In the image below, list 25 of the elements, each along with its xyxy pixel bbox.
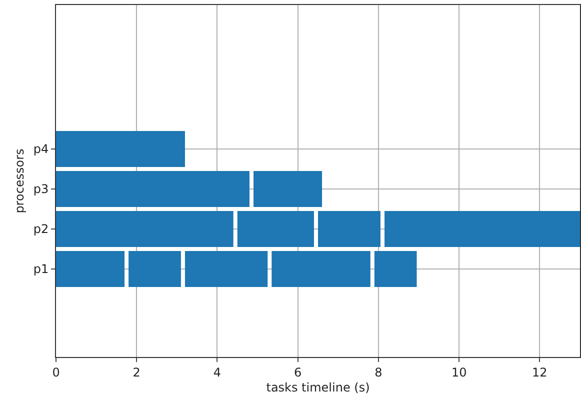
bar [56,171,250,207]
x-axis-title: tasks timeline (s) [266,380,370,394]
x-tick-label: 10 [451,365,467,380]
x-tick-label: 6 [294,365,302,380]
bar [272,251,370,287]
x-tick-label: 12 [532,365,548,380]
bar [384,211,580,247]
bar [237,211,314,247]
bar [318,211,380,247]
bar [254,171,322,207]
bar [56,211,234,247]
y-tick-label: p1 [33,262,49,276]
bar [128,251,181,287]
x-tick-label: 4 [213,365,222,380]
y-tick-label: p2 [33,222,49,236]
x-tick-label: 8 [374,365,382,380]
bar [56,251,125,287]
y-axis-title: processors [12,148,27,214]
y-tick-label: p4 [33,142,49,156]
x-tick-label: 2 [132,365,140,380]
bar [184,251,268,287]
bar [374,251,417,287]
x-tick-label: 0 [52,365,60,380]
bar [56,131,185,167]
y-tick-label: p3 [33,182,49,196]
